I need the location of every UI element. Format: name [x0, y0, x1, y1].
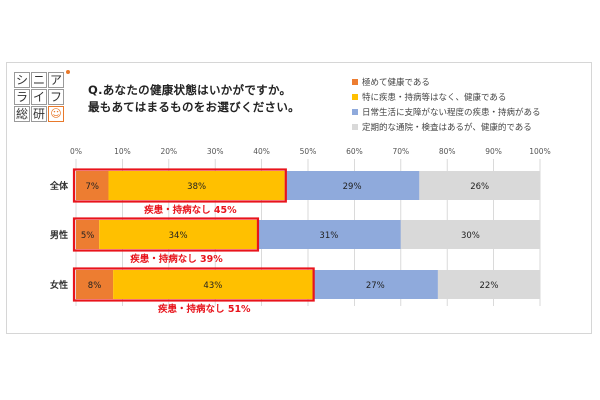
logo-grid: シ ニ ア ラ イ フ 総 研 ☺: [14, 72, 70, 122]
x-tick-label: 10%: [114, 147, 131, 156]
data-label: 34%: [169, 231, 188, 241]
legend-item: 特に疾患・持病等はなく、健康である: [352, 89, 588, 104]
logo-char: ア: [48, 72, 64, 88]
data-label: 26%: [470, 182, 489, 192]
annotation-label: 疾患・持病なし 51%: [158, 303, 251, 315]
x-tick-label: 20%: [160, 147, 177, 156]
bar-segment: [419, 171, 540, 200]
legend-label: 日常生活に支障がない程度の疾患・持病がある: [362, 107, 541, 118]
highlight-box: [72, 168, 287, 203]
x-tick-label: 60%: [346, 147, 363, 156]
x-tick-label: 40%: [253, 147, 270, 156]
x-tick-label: 50%: [300, 147, 317, 156]
legend: 極めて健康である特に疾患・持病等はなく、健康である日常生活に支障がない程度の疾患…: [352, 74, 588, 134]
bar-segment: [76, 220, 100, 249]
data-label: 38%: [187, 182, 206, 192]
logo-char: ラ: [14, 89, 30, 105]
bar-segment: [76, 171, 109, 200]
bar-segment: [108, 171, 285, 200]
bar-segment: [99, 220, 257, 249]
data-label: 22%: [480, 281, 499, 291]
data-label: 30%: [461, 231, 480, 241]
bar-segment: [312, 270, 438, 299]
logo: シ ニ ア ラ イ フ 総 研 ☺: [14, 70, 70, 128]
data-label: 8%: [88, 281, 102, 291]
highlight-box: [72, 267, 315, 302]
bar-segment: [113, 270, 313, 299]
x-tick-label: 100%: [529, 147, 550, 156]
question-line-2: 最もあてはまるものをお選びください。: [88, 100, 300, 114]
highlight-box: [72, 217, 260, 252]
legend-swatch: [352, 93, 358, 100]
smile-icon: ☺: [48, 106, 64, 122]
logo-char: 研: [31, 106, 47, 122]
logo-char: イ: [31, 89, 47, 105]
legend-item: 極めて健康である: [352, 74, 588, 89]
bar-segment: [400, 220, 540, 249]
logo-char: フ: [48, 89, 64, 105]
category-label: 全体: [49, 180, 69, 192]
data-label: 31%: [319, 231, 338, 241]
annotation-label: 疾患・持病なし 45%: [144, 204, 237, 216]
legend-label: 極めて健康である: [362, 77, 430, 88]
x-tick-label: 30%: [207, 147, 224, 156]
data-label: 43%: [203, 281, 222, 291]
legend-label: 定期的な通院・検査はあるが、健康的である: [362, 122, 532, 133]
x-tick-label: 70%: [392, 147, 409, 156]
legend-label: 特に疾患・持病等はなく、健康である: [362, 92, 507, 103]
legend-swatch: [352, 108, 358, 115]
annotation-label: 疾患・持病なし 39%: [130, 253, 223, 265]
logo-char: 総: [14, 106, 30, 122]
category-label: 男性: [50, 229, 68, 241]
legend-item: 定期的な通院・検査はあるが、健康的である: [352, 119, 588, 134]
data-label: 5%: [81, 231, 95, 241]
bar-segment: [284, 171, 420, 200]
legend-swatch: [352, 78, 358, 85]
bar-segment: [256, 220, 401, 249]
data-label: 27%: [366, 281, 385, 291]
data-label: 7%: [85, 182, 99, 192]
legend-item: 日常生活に支障がない程度の疾患・持病がある: [352, 104, 588, 119]
legend-swatch: [352, 123, 358, 130]
x-tick-label: 0%: [70, 147, 82, 156]
logo-char: シ: [14, 72, 30, 88]
category-label: 女性: [50, 279, 68, 291]
x-tick-label: 80%: [439, 147, 456, 156]
x-tick-label: 90%: [485, 147, 502, 156]
bar-segment: [437, 270, 540, 299]
logo-accent-dot: [66, 70, 70, 74]
logo-char: ニ: [31, 72, 47, 88]
bar-segment: [76, 270, 114, 299]
question-line-1: Q.あなたの健康状態はいかがですか。: [88, 83, 292, 97]
data-label: 29%: [343, 182, 362, 192]
question-text: Q.あなたの健康状態はいかがですか。 最もあてはまるものをお選びください。: [88, 82, 338, 116]
